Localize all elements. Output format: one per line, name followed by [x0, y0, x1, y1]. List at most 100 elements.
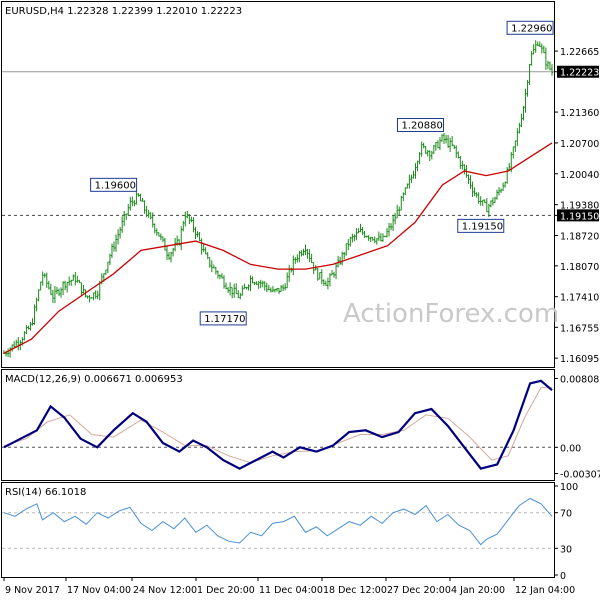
annotation-box	[199, 311, 247, 326]
candle	[473, 187, 476, 197]
watermark: ActionForex.com	[343, 299, 559, 329]
candle	[168, 252, 171, 260]
candle	[290, 267, 293, 273]
candle	[133, 200, 136, 207]
candle	[485, 198, 488, 213]
candle	[188, 214, 191, 225]
candle	[514, 140, 517, 152]
candle	[420, 141, 423, 157]
candle	[483, 199, 486, 204]
y-tick-label: 1.17410	[560, 293, 599, 304]
candle	[58, 288, 61, 296]
price-tag-label: 1.22223	[560, 68, 599, 79]
candle	[275, 287, 278, 292]
candle	[410, 174, 413, 184]
candle	[233, 283, 236, 298]
candle	[227, 286, 230, 293]
candle	[453, 144, 456, 150]
candle	[76, 275, 79, 283]
candle	[457, 151, 460, 159]
candle	[495, 189, 498, 200]
candle	[143, 200, 146, 214]
candle	[536, 41, 539, 47]
y-tick-label: 1.20040	[560, 170, 599, 181]
price-y-axis: 1.22665 1.22223 1.21360 1.20700 1.20040 1.193…	[554, 47, 599, 365]
candle	[377, 231, 380, 241]
candle	[180, 226, 183, 251]
candle	[88, 295, 91, 303]
candle	[551, 64, 553, 76]
candle	[202, 244, 205, 253]
candle	[298, 250, 301, 263]
candle	[292, 255, 295, 276]
candle	[333, 271, 336, 278]
candle	[210, 260, 213, 273]
candle	[223, 275, 226, 289]
candle	[308, 249, 311, 263]
candle	[406, 183, 409, 189]
price-annotation: 1.20880	[396, 118, 444, 133]
y-tick-label: 1.19380	[560, 201, 599, 212]
candle	[394, 213, 397, 225]
y-tick-label: 1.20700	[560, 139, 599, 150]
candle	[94, 290, 97, 299]
annotation-label: 1.20880	[401, 121, 442, 132]
candle	[504, 181, 507, 188]
candle	[479, 196, 482, 206]
x-tick-label: 1 Dec 20:00	[197, 585, 255, 596]
rsi-series-layer	[2, 497, 554, 549]
price-tag-box	[557, 65, 599, 78]
candle	[522, 106, 525, 121]
candle	[55, 286, 58, 295]
candle	[255, 281, 258, 285]
candle	[286, 272, 289, 289]
candle	[41, 271, 44, 286]
moving-average-line	[3, 142, 553, 354]
annotation-label: 1.22960	[511, 23, 552, 34]
x-tick-label: 11 Dec 04:00	[259, 585, 323, 596]
candle	[86, 295, 89, 299]
candle	[542, 45, 545, 54]
candle	[280, 285, 283, 293]
candle	[443, 132, 446, 145]
candle	[337, 255, 340, 268]
candle	[278, 287, 281, 295]
candle	[119, 226, 122, 239]
candle	[45, 272, 48, 288]
price-header: EURUSD,H4 1.22328 1.22399 1.22010 1.2222…	[5, 6, 242, 17]
candle	[147, 209, 150, 218]
rsi-header: RSI(14) 66.1018	[5, 487, 86, 498]
candle	[445, 134, 448, 144]
candle	[80, 282, 83, 296]
candle	[214, 266, 217, 275]
y-tick-label: 1.18720	[560, 231, 599, 242]
candle	[110, 243, 113, 259]
x-tick-label: 24 Nov 12:00	[133, 585, 197, 596]
candle	[320, 269, 323, 285]
annotation-label: 1.19150	[462, 221, 503, 232]
y-tick-label: 100	[560, 482, 578, 493]
candle	[241, 285, 244, 296]
candle	[471, 181, 474, 198]
y-tick-label: 1.22665	[560, 47, 599, 58]
candle	[249, 275, 252, 292]
candle	[190, 216, 193, 223]
candle	[430, 150, 433, 160]
candle	[92, 292, 95, 301]
candle	[104, 269, 107, 275]
price-annotation: 1.19600	[90, 177, 138, 192]
candle	[447, 135, 450, 149]
candle	[208, 257, 211, 268]
candle	[528, 63, 531, 85]
candle	[117, 229, 120, 245]
y-tick-label: 1.16095	[560, 354, 599, 365]
candle	[440, 134, 443, 142]
candle	[526, 79, 529, 97]
candle	[434, 142, 437, 151]
annotation-box	[396, 118, 444, 133]
annotation-box	[457, 218, 505, 233]
candle	[388, 222, 391, 237]
candle	[341, 251, 344, 266]
candle	[108, 253, 111, 266]
candle	[335, 262, 338, 280]
